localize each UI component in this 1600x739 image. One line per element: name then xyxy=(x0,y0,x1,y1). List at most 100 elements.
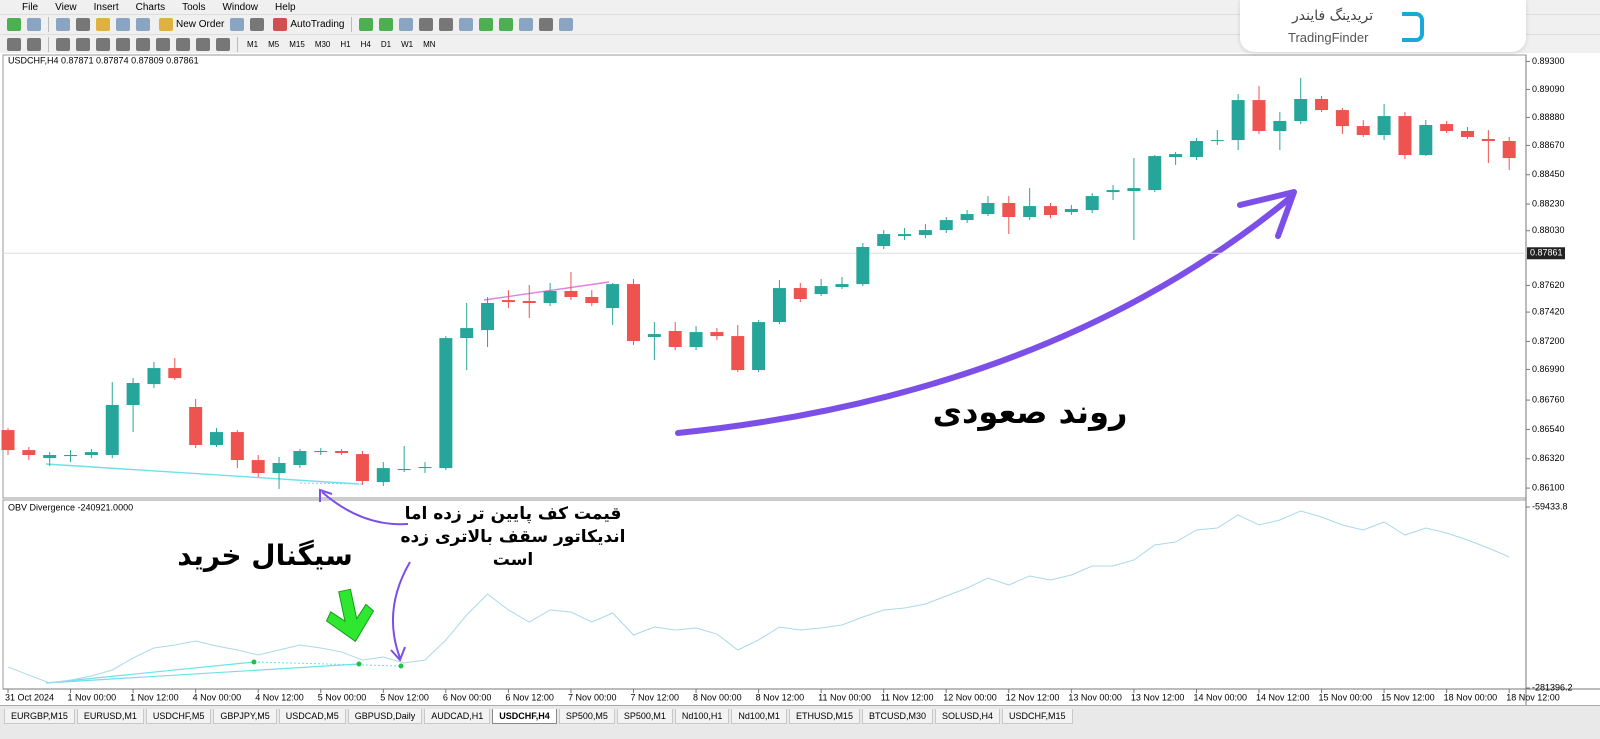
candle-body xyxy=(105,405,119,455)
chart-tab[interactable]: AUDCAD,H1 xyxy=(424,709,491,724)
candle-body xyxy=(1315,99,1329,111)
icon[interactable] xyxy=(76,37,90,51)
icon[interactable] xyxy=(7,37,21,51)
chart-tab[interactable]: ETHUSD,M15 xyxy=(788,709,860,724)
icon[interactable] xyxy=(56,18,70,31)
x-tick-label: 11 Nov 12:00 xyxy=(881,692,934,702)
chart-tab[interactable]: SOLUSD,H4 xyxy=(934,709,1000,724)
chart-tab[interactable]: GBPJPY,M5 xyxy=(213,709,277,724)
timeframe-button[interactable]: W1 xyxy=(401,39,414,49)
timeframe-button[interactable]: D1 xyxy=(380,39,392,49)
chart-tab[interactable]: GBPUSD,Daily xyxy=(347,709,423,724)
icon[interactable] xyxy=(96,37,110,51)
candle-body xyxy=(814,286,828,295)
x-tick-label: 7 Nov 12:00 xyxy=(631,692,680,702)
candle-body xyxy=(647,334,661,337)
icon[interactable] xyxy=(519,18,534,31)
icon[interactable] xyxy=(399,18,414,31)
uptrend-arrow-head xyxy=(1237,189,1297,239)
menu-item[interactable]: Window xyxy=(222,1,259,13)
chart-tab[interactable]: SP500,M1 xyxy=(616,709,673,724)
chart-tab[interactable]: USDCHF,M5 xyxy=(145,709,212,724)
chart-tab[interactable]: BTCUSD,M30 xyxy=(861,709,933,724)
icon[interactable] xyxy=(136,37,150,51)
icon[interactable] xyxy=(116,37,130,51)
menu-item[interactable]: File xyxy=(22,1,39,13)
autotrading-button[interactable]: AutoTrading xyxy=(270,18,344,31)
candle-body xyxy=(918,230,932,235)
icon[interactable] xyxy=(439,18,454,31)
menu-item[interactable]: Tools xyxy=(182,1,206,13)
chart-tab[interactable]: EURGBP,M15 xyxy=(4,709,75,724)
y-tick-label: 0.87200 xyxy=(1532,336,1565,346)
y-tick-label: 0.86100 xyxy=(1532,482,1565,492)
x-tick-label: 12 Nov 00:00 xyxy=(943,692,997,702)
menu-item[interactable]: Help xyxy=(275,1,296,13)
x-tick-label: 11 Nov 00:00 xyxy=(818,692,871,702)
icon[interactable] xyxy=(7,18,21,31)
icon[interactable] xyxy=(136,18,150,31)
icon xyxy=(273,18,288,31)
icon[interactable] xyxy=(559,18,574,31)
timeframe-button[interactable]: MN xyxy=(423,39,436,49)
icon[interactable] xyxy=(359,18,374,31)
logo: تریدینگ فایندر TradingFinder xyxy=(1240,0,1526,52)
new-order-button[interactable]: New Order xyxy=(156,18,224,31)
x-tick-label: 31 Oct 2024 xyxy=(5,692,54,702)
icon[interactable] xyxy=(116,18,130,31)
candle-body xyxy=(418,467,432,469)
icon[interactable] xyxy=(156,37,170,51)
y-tick-label: 0.86540 xyxy=(1532,424,1565,434)
timeframes: M1 M5 M15 M30 H1 H4 D1 W1 MN xyxy=(242,40,441,49)
timeframe-button[interactable]: M1 xyxy=(247,39,259,49)
chart-tab[interactable]: SP500,M5 xyxy=(558,709,615,724)
icon[interactable] xyxy=(96,18,110,31)
icon[interactable] xyxy=(459,18,474,31)
icon[interactable] xyxy=(539,18,554,31)
candle-body xyxy=(689,332,703,347)
icon[interactable] xyxy=(176,37,190,51)
chart-tab[interactable]: USDCAD,M5 xyxy=(278,709,346,724)
icon[interactable] xyxy=(230,18,245,31)
candle-body xyxy=(64,455,78,457)
icon[interactable] xyxy=(27,18,41,31)
candle-body xyxy=(210,432,223,445)
toolbar: M1 M5 M15 M30 H1 H4 D1 W1 MN xyxy=(0,34,1600,53)
candle-body xyxy=(439,338,453,469)
icon[interactable] xyxy=(56,37,70,51)
timeframe-button[interactable]: M5 xyxy=(268,39,280,49)
obv-divergence-dotted xyxy=(253,661,402,667)
candle-body xyxy=(710,332,724,337)
icon[interactable] xyxy=(196,37,210,51)
chart-tab[interactable]: USDCHF,H4 xyxy=(492,709,557,724)
icon[interactable] xyxy=(419,18,434,31)
icon[interactable] xyxy=(27,37,41,51)
icon xyxy=(159,18,173,31)
logo-persian: تریدینگ فایندر xyxy=(1292,8,1374,24)
candle-body xyxy=(314,451,328,453)
timeframe-button[interactable]: H1 xyxy=(340,39,351,49)
icon[interactable] xyxy=(499,18,514,31)
y-tick-label: -281396.2 xyxy=(1532,682,1573,692)
menu-item[interactable]: Charts xyxy=(135,1,166,13)
button-label: AutoTrading xyxy=(290,19,345,30)
menu-item[interactable]: View xyxy=(55,1,77,13)
chart-tab[interactable]: USDCHF,M15 xyxy=(1002,709,1073,724)
icon[interactable] xyxy=(250,18,265,31)
timeframe-button[interactable]: H4 xyxy=(360,39,371,49)
timeframe-button[interactable]: M30 xyxy=(314,39,331,49)
y-tick-label: 0.87420 xyxy=(1532,306,1565,316)
candle-body xyxy=(877,234,891,247)
menu-item[interactable]: Insert xyxy=(93,1,119,13)
chart-tab[interactable]: EURUSD,M1 xyxy=(76,709,144,724)
chart-tab[interactable]: Nd100,M1 xyxy=(731,709,787,724)
divergence-note: است xyxy=(493,550,534,570)
icon[interactable] xyxy=(216,37,230,51)
icon[interactable] xyxy=(479,18,494,31)
chart-tab[interactable]: Nd100,H1 xyxy=(674,709,730,724)
icon[interactable] xyxy=(76,18,90,31)
y-tick-label: 0.87620 xyxy=(1532,280,1565,290)
icon[interactable] xyxy=(379,18,394,31)
timeframe-button[interactable]: M15 xyxy=(289,39,305,49)
y-tick-label: 0.89300 xyxy=(1532,56,1565,66)
